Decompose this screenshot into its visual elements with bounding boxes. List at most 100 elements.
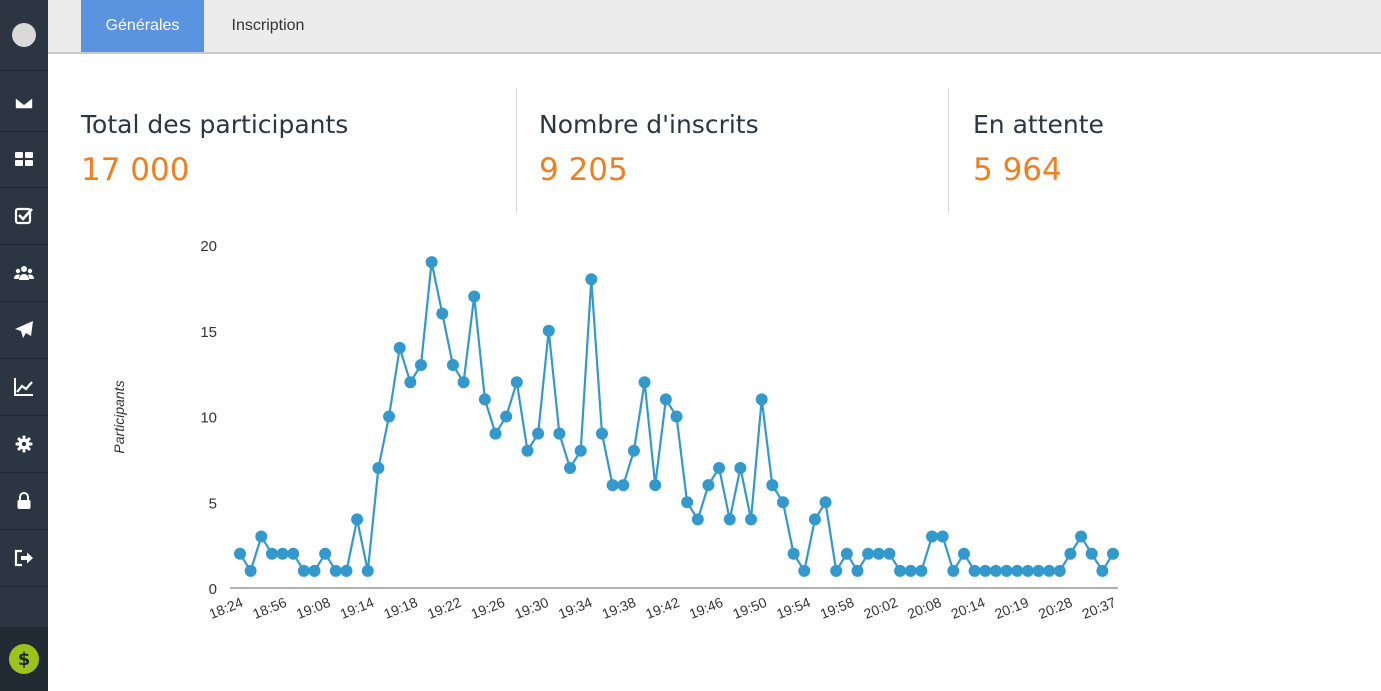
x-tick-label: 20:02 [861, 594, 900, 622]
data-point[interactable] [883, 547, 896, 560]
data-point[interactable] [755, 393, 768, 406]
data-point[interactable] [819, 496, 832, 509]
checkbox-icon [14, 207, 33, 225]
data-point[interactable] [766, 479, 779, 492]
data-point[interactable] [638, 376, 651, 389]
data-point[interactable] [957, 547, 970, 560]
data-point[interactable] [947, 564, 960, 577]
data-point[interactable] [308, 564, 321, 577]
data-point[interactable] [681, 496, 694, 509]
data-point[interactable] [606, 479, 619, 492]
data-point[interactable] [670, 410, 683, 423]
data-point[interactable] [702, 479, 715, 492]
data-point[interactable] [862, 547, 875, 560]
data-point[interactable] [1021, 564, 1034, 577]
data-point[interactable] [1000, 564, 1013, 577]
data-point[interactable] [1011, 564, 1024, 577]
data-point[interactable] [659, 393, 672, 406]
data-point[interactable] [276, 547, 289, 560]
data-point[interactable] [468, 290, 481, 303]
sidebar-item-tasks[interactable] [0, 188, 48, 245]
data-point[interactable] [372, 461, 385, 474]
data-point[interactable] [265, 547, 278, 560]
data-point[interactable] [979, 564, 992, 577]
tab-generales[interactable]: Générales [81, 0, 204, 52]
data-point[interactable] [489, 427, 502, 440]
data-point[interactable] [798, 564, 811, 577]
data-point[interactable] [510, 376, 523, 389]
data-point[interactable] [968, 564, 981, 577]
sidebar-item-send[interactable] [0, 302, 48, 359]
data-point[interactable] [595, 427, 608, 440]
sidebar-item-users[interactable] [0, 245, 48, 302]
tab-inscription[interactable]: Inscription [231, 17, 305, 34]
data-point[interactable] [500, 410, 513, 423]
data-point[interactable] [776, 496, 789, 509]
data-point[interactable] [361, 564, 374, 577]
data-point[interactable] [627, 444, 640, 457]
data-point[interactable] [319, 547, 332, 560]
logo[interactable] [0, 0, 48, 71]
data-point[interactable] [564, 461, 577, 474]
data-point[interactable] [745, 513, 758, 526]
data-point[interactable] [255, 530, 268, 543]
data-point[interactable] [234, 547, 246, 560]
data-point[interactable] [936, 530, 949, 543]
data-point[interactable] [542, 324, 555, 337]
data-point[interactable] [840, 547, 853, 560]
data-point[interactable] [1053, 564, 1066, 577]
data-point[interactable] [383, 410, 396, 423]
sidebar-item-dashboard[interactable] [0, 131, 48, 188]
sidebar-item-settings[interactable] [0, 416, 48, 473]
data-point[interactable] [1075, 530, 1088, 543]
data-point[interactable] [830, 564, 843, 577]
sidebar-item-security[interactable] [0, 473, 48, 530]
data-point[interactable] [244, 564, 257, 577]
data-point[interactable] [734, 461, 747, 474]
data-point[interactable] [617, 479, 630, 492]
data-point[interactable] [872, 547, 885, 560]
data-point[interactable] [989, 564, 1002, 577]
data-point[interactable] [457, 376, 470, 389]
data-point[interactable] [446, 359, 459, 372]
data-point[interactable] [553, 427, 566, 440]
data-point[interactable] [915, 564, 928, 577]
dollar-icon[interactable]: $ [9, 644, 39, 674]
data-point[interactable] [713, 461, 726, 474]
data-point[interactable] [478, 393, 491, 406]
data-point[interactable] [1043, 564, 1056, 577]
sidebar-item-statistics[interactable] [0, 359, 48, 416]
data-point[interactable] [1064, 547, 1077, 560]
data-point[interactable] [1096, 564, 1109, 577]
data-point[interactable] [723, 513, 736, 526]
data-point[interactable] [297, 564, 310, 577]
data-point[interactable] [393, 341, 406, 354]
data-point[interactable] [287, 547, 300, 560]
stat-value: 17 000 [81, 152, 190, 188]
data-point[interactable] [894, 564, 907, 577]
data-point[interactable] [851, 564, 864, 577]
data-point[interactable] [425, 256, 438, 269]
data-point[interactable] [808, 513, 821, 526]
data-point[interactable] [329, 564, 342, 577]
data-point[interactable] [904, 564, 917, 577]
data-point[interactable] [691, 513, 704, 526]
data-point[interactable] [1085, 547, 1098, 560]
data-point[interactable] [1032, 564, 1045, 577]
data-point[interactable] [532, 427, 545, 440]
data-point[interactable] [585, 273, 598, 286]
data-point[interactable] [574, 444, 587, 457]
sidebar-footer: $ [0, 627, 48, 691]
data-point[interactable] [926, 530, 939, 543]
data-point[interactable] [649, 479, 662, 492]
sidebar-item-messages[interactable] [0, 75, 48, 132]
data-point[interactable] [340, 564, 353, 577]
data-point[interactable] [787, 547, 800, 560]
data-point[interactable] [414, 359, 427, 372]
sidebar-item-logout[interactable] [0, 530, 48, 587]
data-point[interactable] [436, 307, 449, 320]
data-point[interactable] [1107, 547, 1119, 560]
data-point[interactable] [404, 376, 417, 389]
data-point[interactable] [351, 513, 364, 526]
data-point[interactable] [521, 444, 534, 457]
